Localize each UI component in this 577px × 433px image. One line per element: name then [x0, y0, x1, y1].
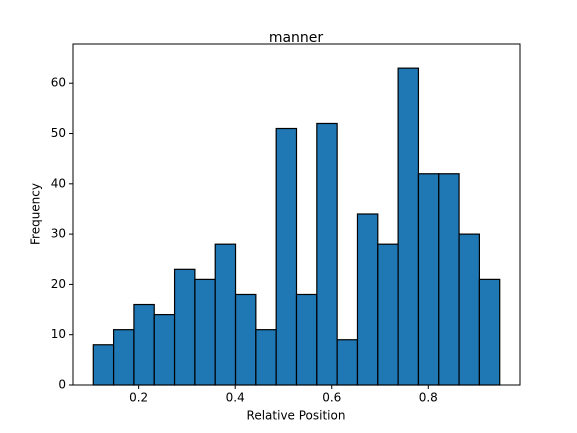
y-tick-label: 40: [51, 176, 66, 190]
bar: [153, 313, 176, 386]
bar: [112, 329, 135, 386]
bar: [356, 213, 379, 386]
x-axis-label: Relative Position: [247, 409, 346, 423]
y-tick-label: 20: [51, 277, 66, 291]
y-tick-label: 30: [51, 227, 66, 241]
chart-title: manner: [269, 30, 324, 46]
x-tick-label: 0.6: [322, 391, 341, 405]
plot-frame: [72, 43, 521, 386]
bar: [478, 278, 501, 386]
bar: [438, 173, 460, 386]
bar: [234, 293, 257, 386]
bar: [133, 303, 155, 386]
bar: [194, 278, 216, 386]
y-axis-label: Frequency: [29, 183, 43, 245]
bar: [173, 268, 196, 386]
bar: [295, 293, 318, 386]
bar: [214, 243, 237, 386]
x-tick-label: 0.2: [129, 391, 148, 405]
bar: [255, 329, 277, 386]
y-tick-label: 50: [51, 126, 66, 140]
y-tick-label: 10: [51, 327, 66, 341]
x-tick-label: 0.4: [226, 391, 245, 405]
bar: [316, 122, 338, 386]
bar: [377, 243, 399, 386]
bar: [417, 173, 440, 386]
y-tick-label: 60: [51, 76, 66, 90]
bar: [92, 344, 115, 386]
bar: [336, 339, 359, 386]
bar: [458, 233, 481, 386]
bar: [275, 127, 298, 386]
y-tick-label: 0: [58, 378, 66, 392]
x-tick-label: 0.8: [419, 391, 438, 405]
bar: [397, 67, 420, 386]
